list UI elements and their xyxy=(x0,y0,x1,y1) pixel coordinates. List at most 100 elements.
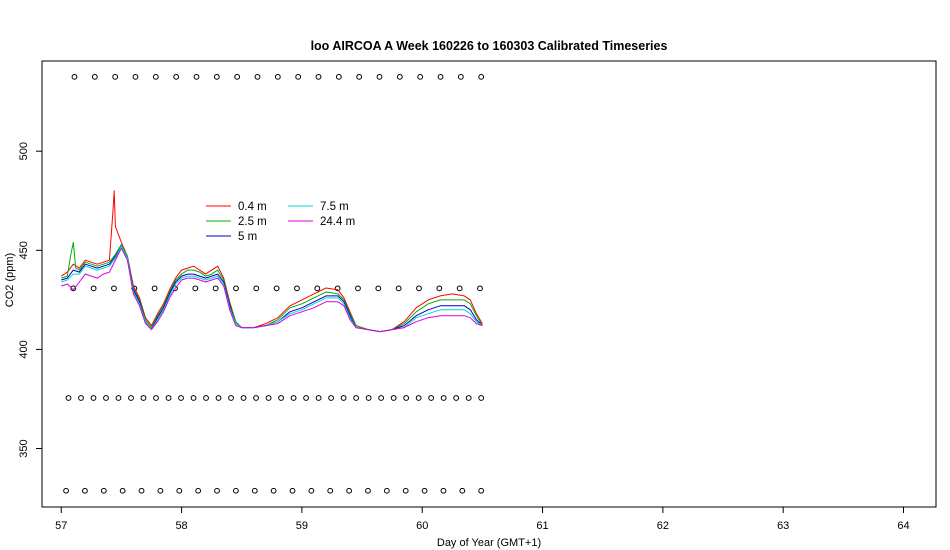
legend-label: 2.5 m xyxy=(238,216,267,228)
marker-point xyxy=(234,73,241,80)
marker-point xyxy=(165,395,172,401)
marker-point xyxy=(396,73,403,80)
marker-layer xyxy=(63,73,485,494)
marker-point xyxy=(436,285,443,292)
marker-point xyxy=(365,395,372,401)
plot-frame xyxy=(41,60,937,508)
marker-point xyxy=(157,487,164,494)
marker-point xyxy=(215,395,222,401)
x-tick-label: 58 xyxy=(175,520,187,532)
marker-point xyxy=(390,395,397,401)
marker-point xyxy=(90,395,97,401)
x-tick-label: 62 xyxy=(657,520,669,532)
marker-point xyxy=(100,487,107,494)
marker-point xyxy=(428,395,435,401)
marker-point xyxy=(265,395,272,401)
marker-point xyxy=(152,73,159,80)
marker-point xyxy=(314,285,321,292)
marker-point xyxy=(128,395,134,401)
marker-point xyxy=(327,487,334,494)
marker-point xyxy=(308,487,315,494)
y-tick-label: 350 xyxy=(18,439,30,457)
marker-point xyxy=(212,285,219,292)
marker-point xyxy=(240,395,247,401)
marker-point xyxy=(437,73,444,80)
marker-point xyxy=(402,487,409,494)
marker-point xyxy=(356,73,363,80)
marker-point xyxy=(63,487,69,494)
marker-point xyxy=(82,487,88,494)
series-line xyxy=(61,245,483,333)
marker-point xyxy=(440,395,447,401)
marker-point xyxy=(213,73,220,80)
legend-label: 5 m xyxy=(238,231,257,243)
marker-point xyxy=(251,487,258,494)
marker-point xyxy=(203,395,209,401)
y-tick-label: 500 xyxy=(18,142,30,160)
x-tick-label: 59 xyxy=(296,520,308,532)
marker-point xyxy=(190,395,197,401)
marker-point xyxy=(421,487,428,494)
marker-point xyxy=(478,487,485,494)
marker-point xyxy=(465,395,472,401)
marker-point xyxy=(232,487,239,494)
marker-point xyxy=(365,487,371,494)
marker-point xyxy=(395,285,402,292)
marker-point xyxy=(91,73,98,80)
marker-point xyxy=(273,285,280,292)
marker-point xyxy=(112,73,119,80)
marker-point xyxy=(65,395,72,401)
marker-point xyxy=(140,395,147,401)
marker-point xyxy=(375,285,382,292)
marker-point xyxy=(383,487,390,494)
series-line xyxy=(61,190,483,333)
marker-point xyxy=(173,73,180,80)
marker-point xyxy=(415,395,422,401)
marker-point xyxy=(178,395,184,401)
marker-point xyxy=(453,395,460,401)
marker-point xyxy=(294,285,300,292)
marker-point xyxy=(353,395,360,401)
marker-point xyxy=(253,395,259,401)
series-line xyxy=(61,247,483,333)
marker-point xyxy=(253,285,260,292)
marker-point xyxy=(103,395,109,401)
chart-title: loo AIRCOA A Week 160226 to 160303 Calib… xyxy=(311,39,668,53)
series-line xyxy=(61,241,483,333)
y-axis-label: CO2 (ppm) xyxy=(4,253,16,307)
marker-point xyxy=(290,395,297,401)
x-tick-label: 63 xyxy=(777,520,789,532)
marker-point xyxy=(315,73,322,80)
series-line xyxy=(61,245,483,333)
marker-point xyxy=(295,73,302,80)
marker-point xyxy=(478,73,485,80)
marker-point xyxy=(289,487,296,494)
legend-label: 24.4 m xyxy=(320,216,355,228)
marker-point xyxy=(193,73,200,80)
marker-point xyxy=(195,487,202,494)
marker-point xyxy=(346,487,352,494)
marker-point xyxy=(278,395,284,401)
marker-point xyxy=(440,487,447,494)
marker-point xyxy=(115,395,122,401)
marker-point xyxy=(403,395,410,401)
y-tick-label: 450 xyxy=(18,241,30,259)
marker-point xyxy=(111,285,117,292)
marker-point xyxy=(153,395,159,401)
marker-point xyxy=(132,73,139,80)
marker-point xyxy=(214,487,220,494)
x-tick-label: 64 xyxy=(897,520,909,532)
marker-point xyxy=(119,487,126,494)
marker-point xyxy=(274,73,281,80)
marker-point xyxy=(457,73,464,80)
marker-point xyxy=(378,395,385,401)
x-tick-label: 61 xyxy=(536,520,548,532)
marker-point xyxy=(417,73,424,80)
marker-point xyxy=(335,73,342,80)
marker-point xyxy=(456,285,463,292)
marker-point xyxy=(340,395,347,401)
x-axis-label: Day of Year (GMT+1) xyxy=(437,537,541,549)
marker-point xyxy=(416,285,422,292)
marker-point xyxy=(70,285,77,292)
